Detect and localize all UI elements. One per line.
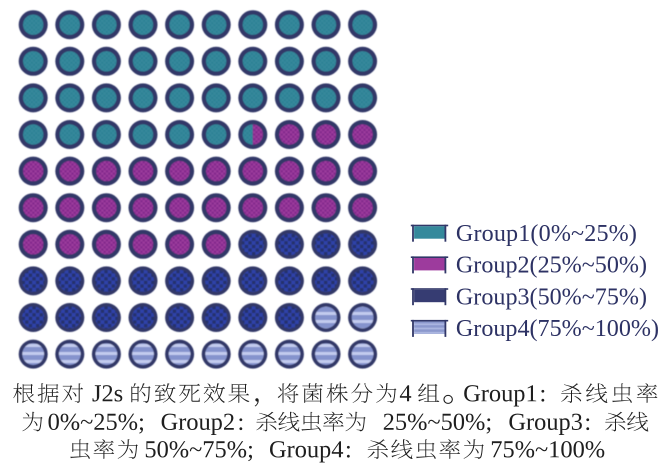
svg-text:Group1(0%~25%): Group1(0%~25%) [456,221,637,247]
svg-text:Group4(75%~100%): Group4(75%~100%) [456,316,659,342]
svg-text:Group3(50%~75%): Group3(50%~75%) [456,285,647,311]
svg-text:Group2(25%~50%): Group2(25%~50%) [456,253,647,279]
